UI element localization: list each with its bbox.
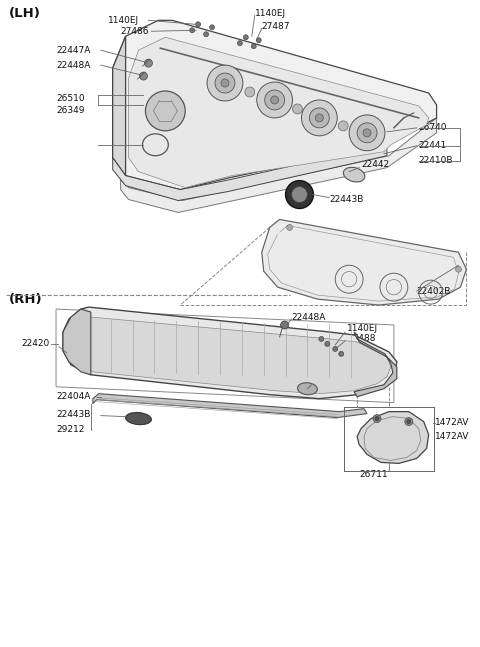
Text: 22443B: 22443B xyxy=(329,195,364,204)
Text: 1140EJ: 1140EJ xyxy=(347,325,378,333)
Circle shape xyxy=(210,25,215,30)
Circle shape xyxy=(292,104,302,114)
Polygon shape xyxy=(357,411,429,463)
Ellipse shape xyxy=(126,413,151,424)
Text: 22404A: 22404A xyxy=(56,392,90,401)
Text: 26740: 26740 xyxy=(419,124,447,133)
Circle shape xyxy=(145,91,185,131)
Circle shape xyxy=(349,115,385,151)
Circle shape xyxy=(264,90,285,110)
Text: 1140EJ: 1140EJ xyxy=(255,9,286,18)
Text: (LH): (LH) xyxy=(9,7,41,20)
Circle shape xyxy=(315,114,324,122)
Text: 27486: 27486 xyxy=(120,27,149,36)
Circle shape xyxy=(207,65,243,101)
Circle shape xyxy=(286,181,313,208)
Circle shape xyxy=(271,96,278,104)
Circle shape xyxy=(245,87,255,97)
Circle shape xyxy=(310,108,329,128)
Circle shape xyxy=(357,123,377,143)
Circle shape xyxy=(375,417,379,421)
Text: 22420: 22420 xyxy=(21,340,49,349)
Circle shape xyxy=(257,82,292,118)
Circle shape xyxy=(215,73,235,93)
Text: 22441: 22441 xyxy=(69,346,97,355)
Text: 26510: 26510 xyxy=(56,94,84,104)
Circle shape xyxy=(287,225,292,230)
Text: 1140EJ: 1140EJ xyxy=(108,16,139,25)
Text: 22442: 22442 xyxy=(361,160,389,169)
Circle shape xyxy=(243,35,248,39)
Polygon shape xyxy=(113,20,437,190)
Circle shape xyxy=(405,417,413,426)
Circle shape xyxy=(456,267,461,272)
Circle shape xyxy=(281,321,288,329)
Polygon shape xyxy=(354,332,397,397)
Circle shape xyxy=(407,420,411,424)
Text: 26711: 26711 xyxy=(360,470,388,479)
Circle shape xyxy=(221,79,229,87)
Text: 1472AV: 1472AV xyxy=(434,432,469,441)
Circle shape xyxy=(291,186,307,203)
Text: 27488: 27488 xyxy=(347,334,376,344)
Text: 22441: 22441 xyxy=(419,141,447,150)
Circle shape xyxy=(333,346,338,351)
Circle shape xyxy=(204,32,209,37)
Circle shape xyxy=(373,415,381,422)
Text: 26349: 26349 xyxy=(56,106,84,115)
Polygon shape xyxy=(113,36,126,175)
Text: 22447A: 22447A xyxy=(56,46,90,55)
Text: 29212: 29212 xyxy=(56,425,84,434)
Polygon shape xyxy=(129,38,429,188)
Ellipse shape xyxy=(343,168,365,182)
Ellipse shape xyxy=(298,383,317,395)
Text: 22443B: 22443B xyxy=(56,410,90,419)
Circle shape xyxy=(319,336,324,342)
Circle shape xyxy=(144,59,153,67)
Text: 22410B: 22410B xyxy=(419,156,453,165)
Polygon shape xyxy=(262,219,467,305)
Circle shape xyxy=(256,38,261,43)
Circle shape xyxy=(196,22,201,27)
Circle shape xyxy=(190,28,195,33)
Polygon shape xyxy=(113,145,387,201)
Circle shape xyxy=(140,72,147,80)
Circle shape xyxy=(252,44,256,49)
Circle shape xyxy=(339,351,344,356)
Polygon shape xyxy=(73,317,391,393)
Text: 22442: 22442 xyxy=(312,378,339,388)
Text: 27487: 27487 xyxy=(262,22,290,31)
Polygon shape xyxy=(93,393,367,417)
Polygon shape xyxy=(63,307,397,399)
Circle shape xyxy=(325,342,330,346)
Circle shape xyxy=(301,100,337,136)
Circle shape xyxy=(338,121,348,131)
Polygon shape xyxy=(120,118,437,212)
Circle shape xyxy=(363,129,371,137)
Text: 22448A: 22448A xyxy=(291,313,326,322)
Text: (RH): (RH) xyxy=(9,292,43,305)
Text: 22448A: 22448A xyxy=(56,61,90,70)
Circle shape xyxy=(238,41,242,46)
Polygon shape xyxy=(63,309,91,375)
Text: 22402B: 22402B xyxy=(417,287,451,296)
Text: 1472AV: 1472AV xyxy=(434,418,469,427)
